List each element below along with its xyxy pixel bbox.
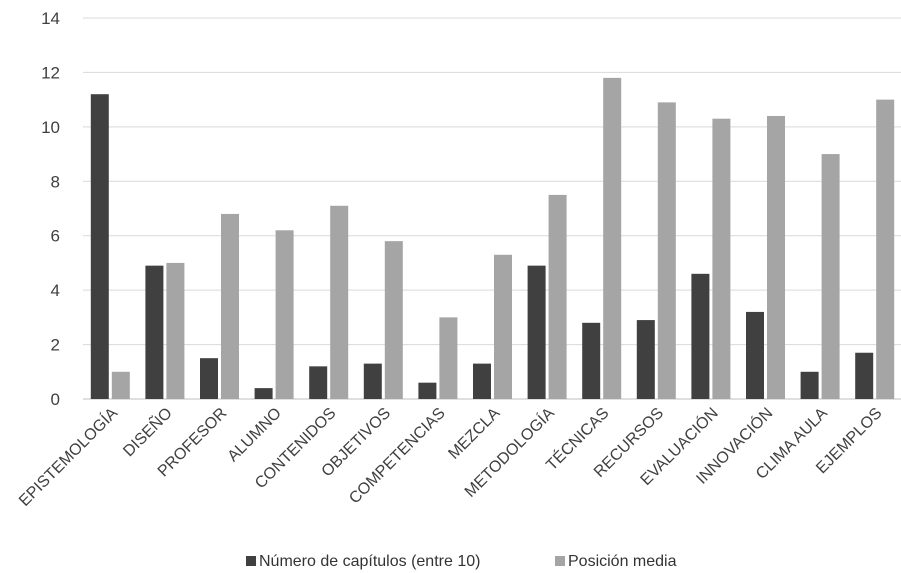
bar-posicion-5 [384,241,403,399]
bar-capitulos-2 [200,358,218,399]
bar-capitulos-3 [254,388,273,399]
legend-swatch-1 [555,556,565,566]
y-tick-label: 2 [51,336,60,355]
bar-capitulos-4 [309,366,328,399]
bar-posicion-3 [275,230,294,399]
y-tick-label: 6 [51,227,60,246]
bar-posicion-4 [330,205,349,399]
bar-posicion-11 [712,118,731,399]
y-tick-label: 4 [51,281,60,300]
bar-capitulos-11 [691,273,710,399]
x-axis-labels: EPISTEMOLOGÍA DISEÑOPROFESORALUMNOCONTENI… [15,403,886,510]
y-tick-label: 8 [51,172,60,191]
bar-posicion-2 [221,213,239,399]
bar-capitulos-5 [363,363,382,399]
bar-capitulos-6 [418,382,437,399]
x-tick-label: MEZCLA [445,405,503,463]
y-axis-ticks: 0 2 4 6 8 10 12 14 [41,9,60,409]
bar-posicion-1 [166,262,185,399]
x-tick-label: DISEÑO [118,403,176,461]
y-tick-label: 14 [41,9,60,28]
bar-capitulos-10 [636,320,655,399]
bar-capitulos-14 [855,352,874,399]
bar-capitulos-8 [527,265,546,399]
bar-posicion-8 [548,194,567,399]
bar-capitulos-7 [473,363,491,399]
bar-capitulos-13 [800,371,819,399]
bars [90,77,895,400]
y-tick-label: 12 [41,63,60,82]
bar-capitulos-0 [90,94,109,399]
gridlines [83,17,901,400]
bar-posicion-6 [439,317,458,399]
x-tick-label: EPISTEMOLOGÍA [15,403,122,510]
legend-label-1: Posición media [568,553,677,570]
y-tick-label: 10 [41,118,60,137]
bar-posicion-12 [767,115,785,399]
bar-capitulos-12 [746,311,764,399]
bar-posicion-9 [603,77,622,399]
x-tick-label: METODOLOGÍA [460,403,558,501]
legend: Número de capítulos (entre 10) Posición m… [246,553,677,570]
bar-posicion-7 [494,254,512,399]
bar-posicion-0 [111,371,130,399]
legend-label-0: Número de capítulos (entre 10) [259,553,480,570]
bar-posicion-10 [657,102,676,399]
y-tick-label: 0 [51,390,60,409]
x-tick-label: COMPETENCIAS [346,405,449,508]
bar-posicion-13 [821,154,840,399]
bar-capitulos-1 [145,265,164,399]
bar-capitulos-9 [582,322,601,399]
bar-posicion-14 [876,99,895,400]
legend-swatch-0 [246,556,256,566]
